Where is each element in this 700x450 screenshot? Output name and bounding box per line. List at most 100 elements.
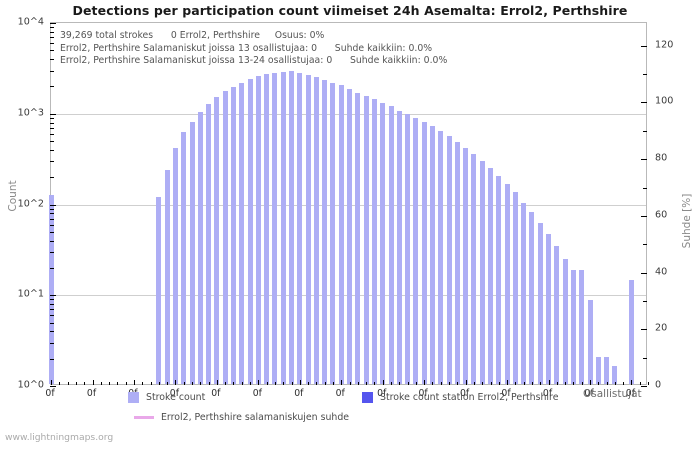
plot-area: 39,269 total strokes 0 Errol2, Perthshir… (48, 22, 649, 387)
y2-tick-minor (643, 357, 647, 359)
bar (164, 169, 170, 384)
x-tick-minor (573, 382, 575, 385)
x-tick-minor (565, 382, 567, 385)
y-tick-minor (50, 59, 54, 61)
bar (322, 79, 328, 384)
bar (272, 72, 278, 384)
y2-axis-label: 120 (655, 39, 674, 51)
bar (338, 85, 344, 384)
x-tick-major (299, 380, 301, 385)
y-tick-minor (50, 37, 54, 39)
y-tick-minor (50, 224, 54, 226)
y-tick-minor (50, 309, 54, 311)
x-tick-minor (606, 382, 608, 385)
legend-row-secondary: Errol2, Perthshire salamaniskujen suhde (0, 412, 700, 426)
y-tick-minor (50, 86, 54, 88)
x-tick-major (92, 380, 94, 385)
y2-tick-major (641, 102, 647, 104)
y2-tick-minor (643, 74, 647, 75)
x-tick-minor (200, 382, 202, 385)
bar (230, 86, 236, 384)
bar (512, 192, 518, 384)
legend-label: Stroke count (146, 392, 206, 403)
bar (446, 136, 452, 384)
x-tick-minor (84, 382, 86, 385)
x-tick-minor (531, 382, 533, 385)
y2-axis-label: 40 (655, 266, 668, 278)
y-tick-major (50, 295, 56, 297)
y2-tick-minor (643, 244, 647, 246)
bar (280, 71, 286, 384)
x-tick-major (51, 380, 52, 385)
bar (579, 270, 585, 384)
x-axis-label: 0f (294, 388, 304, 399)
bar (388, 106, 394, 384)
bar (313, 77, 319, 384)
x-axis-label: 0f (45, 388, 55, 399)
x-tick-minor (391, 382, 392, 385)
bar (214, 97, 220, 384)
bar (554, 246, 560, 384)
y-tick-major (50, 113, 56, 115)
y-tick-minor (50, 304, 54, 305)
y2-tick-major (641, 159, 647, 161)
x-tick-major (133, 380, 135, 385)
x-tick-minor (473, 382, 475, 385)
x-tick-major (465, 380, 467, 385)
y-tick-minor (50, 50, 54, 52)
y-tick-minor (50, 149, 54, 151)
y-tick-minor (50, 315, 54, 317)
x-tick-major (548, 380, 550, 385)
bar (529, 212, 535, 384)
legend-swatch-icon (362, 392, 373, 403)
bar (463, 147, 469, 384)
bar (239, 82, 245, 384)
bar (438, 130, 444, 384)
y-tick-minor (50, 177, 54, 179)
y-axis-left-title: Count (7, 180, 19, 212)
x-tick-minor (540, 382, 542, 385)
x-tick-minor (208, 382, 210, 385)
x-axis-label: 0f (211, 388, 221, 399)
x-tick-minor (324, 382, 326, 385)
y-tick-major (50, 386, 56, 387)
y-tick-minor (50, 231, 54, 233)
y-tick-minor (50, 117, 54, 119)
x-tick-minor (192, 382, 193, 385)
x-tick-minor (274, 382, 276, 385)
bar (48, 195, 54, 384)
bar (479, 160, 485, 384)
x-tick-minor (440, 382, 442, 385)
y-axis-label: 10^4 (17, 16, 44, 28)
x-tick-minor (59, 382, 61, 385)
y-tick-major (50, 23, 56, 24)
y-axis-right-title: Suhde [%] (681, 193, 693, 249)
y-tick-minor (50, 70, 54, 72)
x-tick-major (175, 380, 177, 385)
y2-tick-minor (643, 187, 647, 189)
y-tick-minor (50, 342, 54, 344)
x-axis-label: 0f (459, 388, 470, 399)
legend-item[interactable]: Errol2, Perthshire salamaniskujen suhde (134, 412, 349, 423)
bar (454, 141, 460, 384)
bar (222, 90, 228, 384)
bar (488, 168, 493, 384)
legend-label: Errol2, Perthshire salamaniskujen suhde (161, 412, 350, 423)
y2-axis-label: 20 (655, 322, 668, 334)
y2-tick-major (641, 45, 647, 47)
x-axis-label: 0f (418, 388, 428, 399)
bar (197, 111, 203, 384)
x-tick-minor (250, 382, 251, 385)
x-tick-minor (357, 382, 359, 385)
x-tick-major (590, 380, 591, 385)
bar (289, 71, 294, 384)
y-tick-minor (50, 31, 54, 33)
annotation-line: Errol2, Perthshire Salamaniskut joissa 1… (60, 55, 448, 66)
x-tick-minor (183, 382, 185, 385)
chart-title: Detections per participation count viime… (72, 3, 628, 18)
legend-label: Stroke count station Errol2, Perthshire (380, 392, 559, 403)
x-tick-major (216, 380, 218, 385)
legend-item[interactable]: Stroke count station Errol2, Perthshire (362, 392, 558, 403)
y-axis-label: 10^0 (17, 379, 44, 391)
legend-item[interactable]: Stroke count (128, 392, 205, 403)
